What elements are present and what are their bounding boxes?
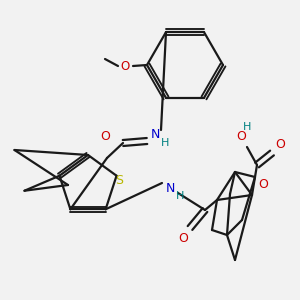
Text: H: H bbox=[161, 138, 169, 148]
Text: O: O bbox=[100, 130, 110, 143]
Text: H: H bbox=[243, 122, 251, 132]
Text: O: O bbox=[236, 130, 246, 143]
Text: O: O bbox=[178, 232, 188, 244]
Text: N: N bbox=[165, 182, 175, 194]
Text: O: O bbox=[258, 178, 268, 191]
Text: S: S bbox=[116, 174, 124, 187]
Text: H: H bbox=[176, 191, 184, 201]
Text: O: O bbox=[120, 61, 130, 74]
Text: O: O bbox=[275, 139, 285, 152]
Text: N: N bbox=[150, 128, 160, 142]
